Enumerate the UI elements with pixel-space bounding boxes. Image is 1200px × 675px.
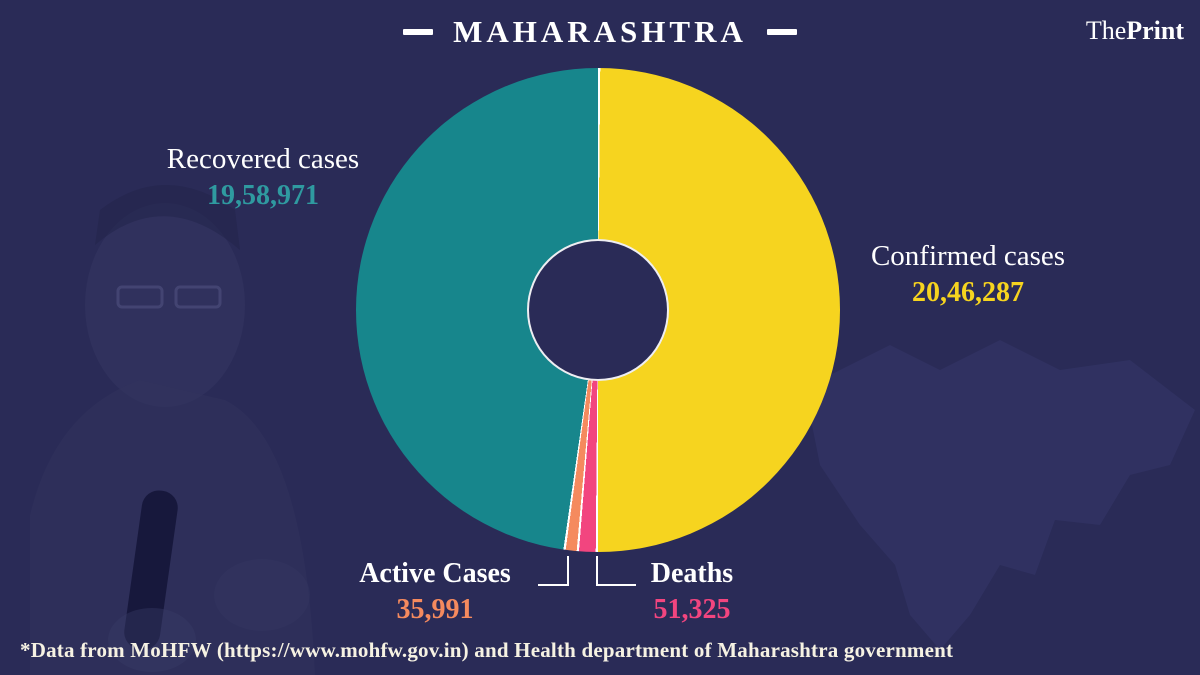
brand-the: The [1085, 16, 1127, 45]
title-dash-right-icon [766, 29, 797, 35]
brand-print: Print [1126, 16, 1184, 45]
theprint-logo: ThePrint [1086, 16, 1184, 46]
label-confirmed-cases: Confirmed cases 20,46,287 [818, 240, 1118, 310]
donut-hole [527, 239, 669, 381]
title-text: MAHARASHTRA [453, 14, 747, 49]
page-title: MAHARASHTRA [0, 14, 1200, 50]
deaths-value: 51,325 [653, 594, 731, 626]
deaths-title: Deaths [650, 558, 734, 589]
label-recovered-cases: Recovered cases 19,58,971 [108, 143, 418, 213]
active-title: Active Cases [359, 558, 511, 589]
label-deaths: Deaths 51,325 [592, 558, 792, 626]
source-note: *Data from MoHFW (https://www.mohfw.gov.… [20, 638, 954, 662]
confirmed-value: 20,46,287 [912, 277, 1024, 309]
recovered-value: 19,58,971 [207, 180, 319, 212]
title-dash-left-icon [403, 29, 434, 35]
recovered-title: Recovered cases [166, 143, 360, 175]
confirmed-title: Confirmed cases [870, 240, 1066, 272]
deaths-leader-line [596, 556, 636, 586]
active-cases-leader-line [538, 556, 569, 586]
label-active-cases: Active Cases 35,991 [315, 558, 555, 626]
active-value: 35,991 [396, 594, 474, 626]
maharashtra-map-outline [810, 340, 1195, 650]
donut-chart [356, 68, 840, 552]
